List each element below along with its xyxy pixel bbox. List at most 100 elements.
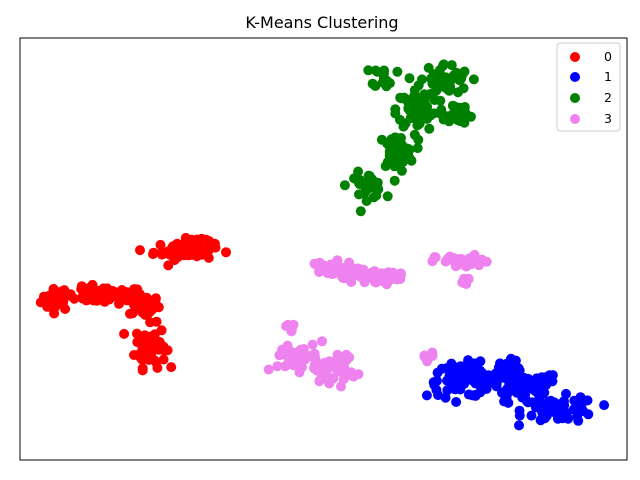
data-point <box>135 245 145 256</box>
data-point <box>363 65 374 76</box>
data-point <box>534 391 545 402</box>
data-point <box>451 397 462 407</box>
data-point <box>454 116 465 127</box>
data-point <box>65 289 76 300</box>
data-point <box>392 66 403 77</box>
data-point <box>134 349 144 360</box>
data-point <box>320 264 331 275</box>
data-point <box>421 390 432 401</box>
data-point <box>378 68 389 79</box>
data-point <box>446 60 457 71</box>
data-point <box>166 362 177 373</box>
data-point <box>325 360 335 371</box>
legend-label-1: 1 <box>604 69 612 84</box>
legend-entry-0: 0 <box>570 49 612 64</box>
data-point <box>473 255 484 266</box>
data-point <box>297 356 308 367</box>
data-point <box>370 81 381 91</box>
data-point <box>314 376 325 387</box>
legend-entry-1: 1 <box>570 69 612 84</box>
data-point <box>354 179 365 190</box>
data-point <box>368 192 379 203</box>
data-point <box>93 295 103 306</box>
data-point <box>599 400 610 411</box>
data-point <box>272 361 283 372</box>
data-point <box>399 149 410 160</box>
legend-marker-1 <box>570 72 580 82</box>
data-point <box>310 359 320 370</box>
data-point <box>503 397 514 408</box>
data-point <box>500 386 511 397</box>
data-point <box>154 337 165 348</box>
data-point <box>438 59 449 70</box>
data-point <box>338 374 349 385</box>
data-point <box>396 93 407 104</box>
data-point <box>286 326 297 337</box>
data-point <box>163 260 174 271</box>
data-point <box>541 379 552 390</box>
data-point <box>443 82 454 93</box>
data-point <box>77 293 88 304</box>
data-point <box>187 236 198 247</box>
data-point <box>60 304 71 314</box>
data-point <box>119 328 130 339</box>
data-point <box>537 407 548 418</box>
data-point <box>45 297 56 308</box>
data-point <box>579 396 590 406</box>
data-point <box>395 142 406 153</box>
data-point <box>447 372 458 383</box>
data-point <box>395 268 406 279</box>
data-point <box>151 357 161 368</box>
data-point <box>384 78 395 89</box>
data-point <box>263 364 274 375</box>
data-point <box>283 357 294 368</box>
data-point <box>221 247 231 258</box>
data-point <box>468 74 479 85</box>
legend-marker-0 <box>570 52 580 62</box>
data-point <box>427 78 438 89</box>
data-point <box>523 373 533 384</box>
data-point <box>159 345 170 356</box>
data-point <box>432 367 443 378</box>
data-point <box>557 413 568 424</box>
data-point <box>481 256 492 267</box>
chart-title: K-Means Clustering <box>245 13 398 32</box>
data-point <box>470 390 481 401</box>
data-point <box>389 175 400 186</box>
data-point <box>182 247 193 258</box>
data-point <box>419 89 430 100</box>
data-point <box>288 347 299 358</box>
data-point <box>457 277 468 288</box>
data-point <box>137 295 148 306</box>
data-point <box>544 370 555 381</box>
data-point <box>339 362 350 373</box>
data-point <box>352 266 363 277</box>
data-point <box>434 68 445 79</box>
series-2 <box>339 59 479 217</box>
data-point <box>387 134 398 144</box>
data-point <box>373 184 384 195</box>
data-point <box>459 102 470 112</box>
data-point <box>504 368 515 379</box>
data-point <box>504 360 515 371</box>
data-point <box>121 287 132 298</box>
legend-entry-2: 2 <box>570 90 612 105</box>
data-point <box>76 281 87 292</box>
data-point <box>472 371 482 382</box>
data-point <box>382 274 392 285</box>
data-point <box>453 87 463 98</box>
series-1 <box>421 353 610 431</box>
series-3 <box>263 249 492 392</box>
data-point <box>487 373 498 384</box>
data-point <box>464 255 475 266</box>
data-point <box>493 362 504 373</box>
data-point <box>368 272 379 283</box>
data-point <box>145 317 156 328</box>
legend-label-3: 3 <box>604 111 612 126</box>
data-point <box>277 344 288 355</box>
data-point <box>382 191 393 202</box>
series-0 <box>35 232 231 376</box>
data-point <box>148 247 159 258</box>
data-point <box>137 365 148 376</box>
